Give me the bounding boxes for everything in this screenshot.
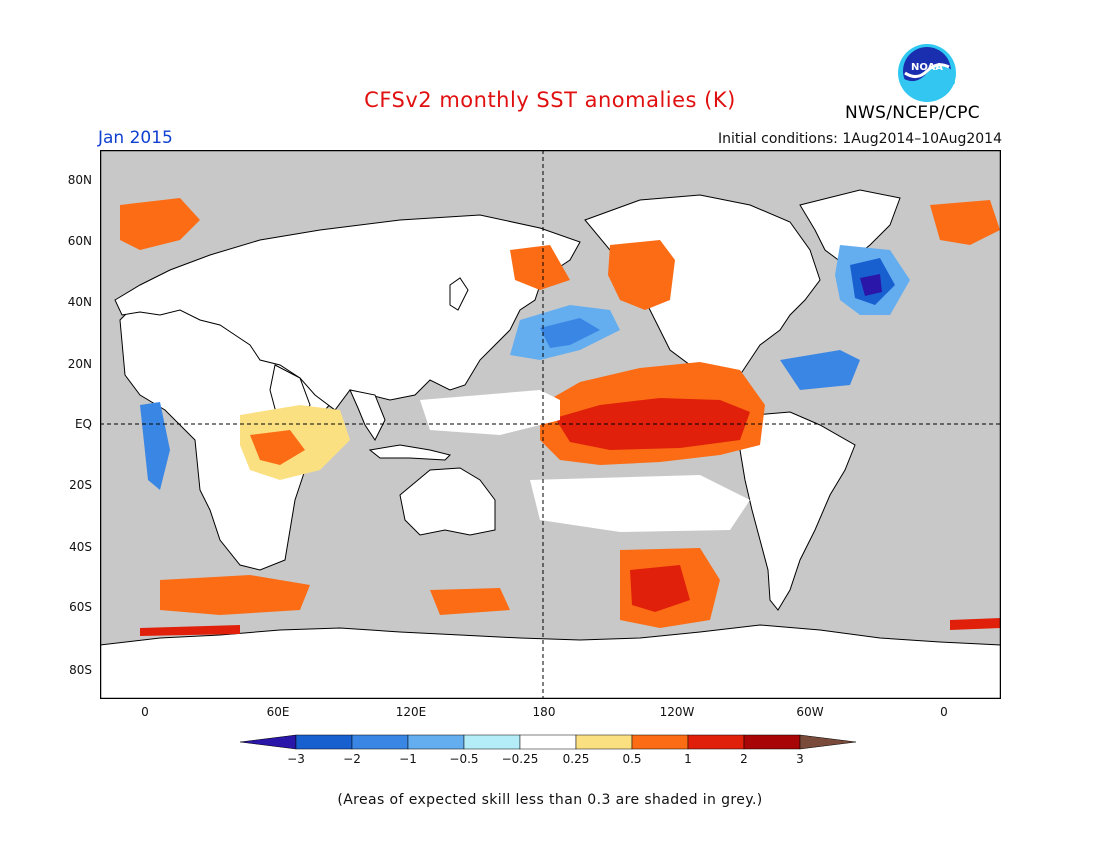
anomaly-near-zero-south-pacific [530, 475, 750, 532]
lon-label-120w: 120W [659, 705, 695, 719]
lon-label-0-east: 0 [940, 705, 948, 719]
anomaly-ne-pacific-warm [608, 240, 675, 310]
colorbar-label: 0.25 [563, 752, 590, 766]
forecast-month: Jan 2015 [98, 128, 173, 148]
anomaly-arctic-warm-west [120, 198, 200, 250]
anomaly-southern-ocean-warm-east [430, 588, 510, 615]
lat-label-60n: 60N [67, 234, 92, 248]
colorbar-segment [631, 734, 689, 750]
colorbar-label: −3 [287, 752, 305, 766]
land-indonesia [368, 444, 451, 461]
anomaly-southern-ocean-red [140, 625, 240, 636]
lon-label-60w: 60W [796, 705, 824, 719]
sst-anomaly-map [100, 150, 1001, 699]
anomaly-patches [120, 198, 1001, 636]
logo-text: NOAA [911, 62, 943, 73]
colorbar-label: −2 [343, 752, 361, 766]
anomaly-s-pacific-hot [630, 565, 690, 612]
colorbar-segment [463, 734, 521, 750]
anomaly-benguela-cool [140, 402, 170, 490]
anomaly-n-pacific-cool-core [540, 318, 600, 348]
lon-label-180: 180 [532, 705, 556, 719]
lat-label-60s: 60S [69, 600, 92, 614]
lat-label-80n: 80N [67, 173, 92, 187]
initial-conditions: Initial conditions: 1Aug2014–10Aug2014 [717, 131, 1002, 147]
map-frame [100, 150, 1001, 699]
colorbar-label: 1 [684, 752, 692, 766]
anomaly-southern-ocean-warm-west [160, 575, 310, 615]
lat-label-40s: 40S [69, 540, 92, 554]
anomaly-nino-core [555, 398, 750, 450]
anomaly-near-zero-tropical-pacific [420, 390, 560, 435]
lat-label-20s: 20S [69, 478, 92, 492]
colorbar-label: −0.5 [449, 752, 478, 766]
colorbar-segment [743, 734, 801, 750]
colorbar-arrow-low [240, 734, 297, 750]
colorbar-label: −0.25 [502, 752, 539, 766]
colorbar-label: −1 [399, 752, 417, 766]
skill-footnote: (Areas of expected skill less than 0.3 a… [337, 792, 763, 808]
colorbar-segment [519, 734, 577, 750]
colorbar-label: 3 [796, 752, 804, 766]
land-eurasia [114, 214, 581, 411]
anomaly-southern-ocean-red-east [950, 618, 1001, 630]
colorbar: −3 −2 −1 −0.5 −0.25 0.25 0.5 1 2 3 [240, 734, 857, 766]
land-japan [449, 277, 469, 311]
lat-label-eq: EQ [74, 417, 92, 431]
land-antarctica [100, 624, 1001, 699]
colorbar-label: 2 [740, 752, 748, 766]
anomaly-indian-ocean-orange [250, 430, 305, 465]
anomaly-arctic-warm-east [930, 200, 1000, 245]
lon-label-0: 0 [141, 705, 149, 719]
map-title: CFSv2 monthly SST anomalies (K) [364, 88, 736, 112]
land-australia [399, 467, 496, 536]
colorbar-segment [407, 734, 465, 750]
land-greenland [799, 189, 901, 266]
lat-label-80s: 80S [69, 663, 92, 677]
colorbar-arrow-high [799, 734, 857, 750]
noaa-logo: NOAA [898, 44, 956, 102]
lat-label-40n: 40N [67, 295, 92, 309]
lon-label-120e: 120E [395, 705, 427, 719]
lon-label-60e: 60E [266, 705, 290, 719]
land-se-asia [349, 389, 386, 441]
colorbar-segment [575, 734, 633, 750]
colorbar-segment [687, 734, 745, 750]
colorbar-segment [351, 734, 409, 750]
anomaly-tropical-atlantic-cool [780, 350, 860, 390]
agency-label: NWS/NCEP/CPC [845, 103, 980, 123]
anomaly-nw-pacific-warm [510, 245, 570, 290]
colorbar-segment [295, 734, 353, 750]
anomaly-n-atlantic-cold-core [860, 274, 882, 296]
lat-label-20n: 20N [67, 357, 92, 371]
colorbar-label: 0.5 [622, 752, 641, 766]
